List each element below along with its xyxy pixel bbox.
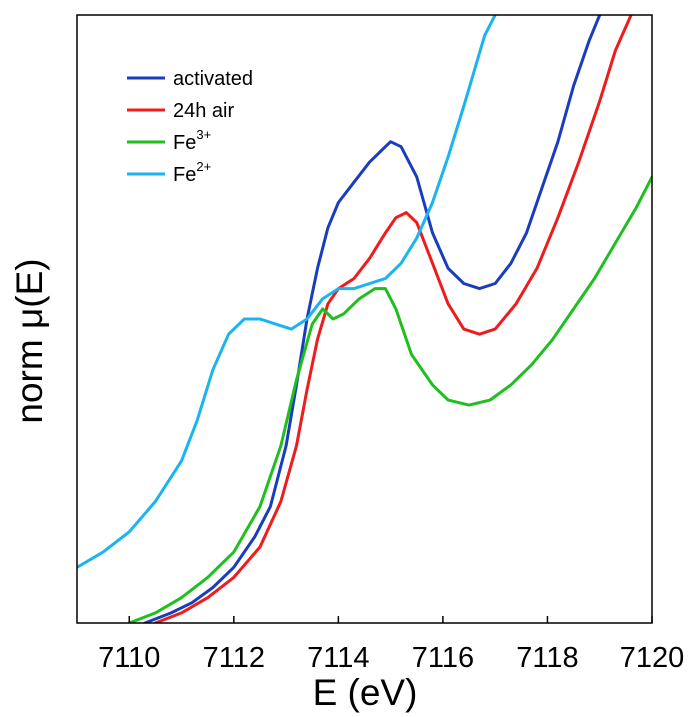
series-line-0	[143, 15, 602, 623]
series-line-3	[77, 15, 497, 569]
y-axis-title: norm μ(E)	[9, 258, 50, 423]
series-layer	[77, 15, 652, 623]
legend-label-2: Fe3+	[173, 127, 211, 154]
y-axis-title-suffix: (E)	[9, 258, 50, 307]
x-tick-label: 7110	[98, 642, 160, 674]
x-ticks: 7110 7112 7114 7116 7118 7120	[98, 616, 684, 674]
x-tick-label: 7112	[203, 642, 265, 674]
series-line-1	[153, 15, 633, 623]
plot-frame	[76, 14, 653, 624]
x-tick-label: 7114	[307, 642, 369, 674]
x-axis-title: E (eV)	[313, 672, 418, 713]
x-tick-label: 7116	[412, 642, 474, 674]
x-tick-label: 7120	[620, 642, 685, 674]
axes-layer	[76, 14, 653, 624]
legend-label-1: 24h air	[173, 100, 234, 122]
legend-label-3: Fe2+	[173, 159, 211, 186]
series-line-2	[127, 175, 652, 623]
legend-label-0: activated	[173, 68, 253, 90]
x-tick-label: 7118	[516, 642, 578, 674]
legend: activated 24h air Fe3+ Fe2+	[127, 68, 253, 186]
y-axis-title-symbol: μ	[9, 308, 50, 329]
y-axis-title-prefix: norm	[9, 329, 50, 424]
